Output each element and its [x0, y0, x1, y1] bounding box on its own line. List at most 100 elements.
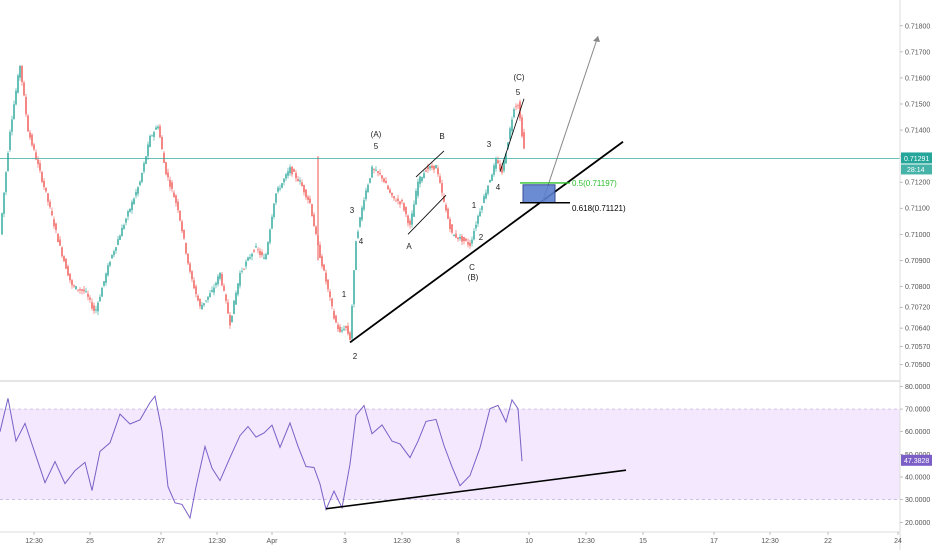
candle-body	[223, 285, 225, 291]
candle-body	[133, 198, 135, 205]
rsi-tick-label: 70.0000	[905, 407, 930, 414]
candle	[313, 212, 315, 227]
candle	[163, 150, 165, 163]
candle	[249, 253, 251, 260]
candle	[441, 179, 443, 197]
candle-body	[325, 272, 327, 282]
candle	[195, 284, 197, 298]
candle-body	[521, 117, 523, 137]
candle-body	[433, 165, 435, 170]
candle-body	[109, 262, 111, 266]
candle-body	[67, 266, 69, 276]
candle-body	[467, 242, 469, 245]
candle-body	[321, 256, 323, 267]
candle-body	[277, 187, 279, 192]
candle	[23, 80, 25, 97]
fib-label: 0.618(0.71121)	[572, 204, 626, 213]
candle-body	[399, 201, 401, 205]
candle	[263, 253, 265, 260]
candle	[225, 293, 227, 304]
candle	[311, 203, 313, 217]
candle	[353, 270, 355, 308]
candle	[43, 178, 45, 190]
candle	[391, 192, 393, 198]
candle	[167, 168, 169, 181]
candle-body	[29, 132, 31, 138]
candle	[449, 216, 451, 233]
candle-body	[273, 203, 275, 217]
candle	[57, 233, 59, 243]
candle	[361, 205, 363, 222]
candle-body	[461, 236, 463, 242]
candle	[305, 188, 307, 200]
candle-body	[517, 105, 519, 107]
candle	[267, 241, 269, 256]
candle	[131, 199, 133, 214]
candle-body	[73, 285, 75, 287]
candle-body	[281, 183, 283, 188]
price-tick-label: 0.71500	[905, 101, 930, 108]
candle-body	[295, 172, 297, 179]
candle-body	[215, 282, 217, 286]
candle	[33, 142, 35, 152]
candle-body	[423, 173, 425, 179]
projection-arrow	[542, 36, 599, 201]
candle-body	[183, 229, 185, 239]
candle	[37, 156, 39, 168]
candle	[481, 205, 483, 214]
candle-body	[501, 165, 503, 173]
candle-body	[47, 193, 49, 202]
candle	[377, 170, 379, 177]
candle-body	[293, 169, 295, 172]
candle	[83, 286, 85, 294]
candle	[331, 297, 333, 310]
candle	[227, 299, 229, 314]
candle-body	[309, 198, 311, 203]
candle	[471, 236, 473, 247]
candle-body	[105, 273, 107, 283]
candle-body	[483, 196, 485, 204]
candle	[423, 170, 425, 179]
candle-body	[117, 239, 119, 245]
candle	[241, 267, 243, 274]
candle-body	[413, 204, 415, 217]
candle	[493, 163, 495, 177]
time-tick-label: 8	[456, 538, 460, 545]
candle-body	[395, 200, 397, 202]
candle-body	[17, 75, 19, 93]
candle	[73, 284, 75, 288]
candle-body	[141, 172, 143, 182]
candle	[169, 176, 171, 191]
candle	[477, 214, 479, 227]
candle-body	[259, 250, 261, 255]
candle	[31, 133, 33, 148]
candle-body	[229, 314, 231, 326]
candle	[205, 300, 207, 303]
candle	[221, 271, 223, 287]
candle-body	[417, 181, 419, 196]
candle-body	[349, 332, 351, 340]
candle-body	[83, 289, 85, 292]
candle	[497, 156, 499, 165]
candle-body	[99, 296, 101, 302]
candle	[53, 216, 55, 229]
candle	[325, 269, 327, 285]
candle-body	[425, 170, 427, 172]
candle-body	[161, 137, 163, 150]
time-tick-label: 22	[824, 538, 832, 545]
candle	[425, 167, 427, 173]
candle-body	[43, 180, 45, 188]
candle	[273, 203, 275, 220]
wave-label: 5	[374, 142, 379, 151]
candle	[443, 193, 445, 203]
candle-body	[129, 208, 131, 212]
candle-body	[103, 281, 105, 286]
candle-body	[63, 256, 65, 262]
candle-body	[163, 152, 165, 163]
candle	[307, 194, 309, 204]
candle-body	[31, 134, 33, 146]
channel-line	[407, 194, 447, 235]
candle	[61, 246, 63, 259]
time-tick-label: 17	[710, 538, 718, 545]
